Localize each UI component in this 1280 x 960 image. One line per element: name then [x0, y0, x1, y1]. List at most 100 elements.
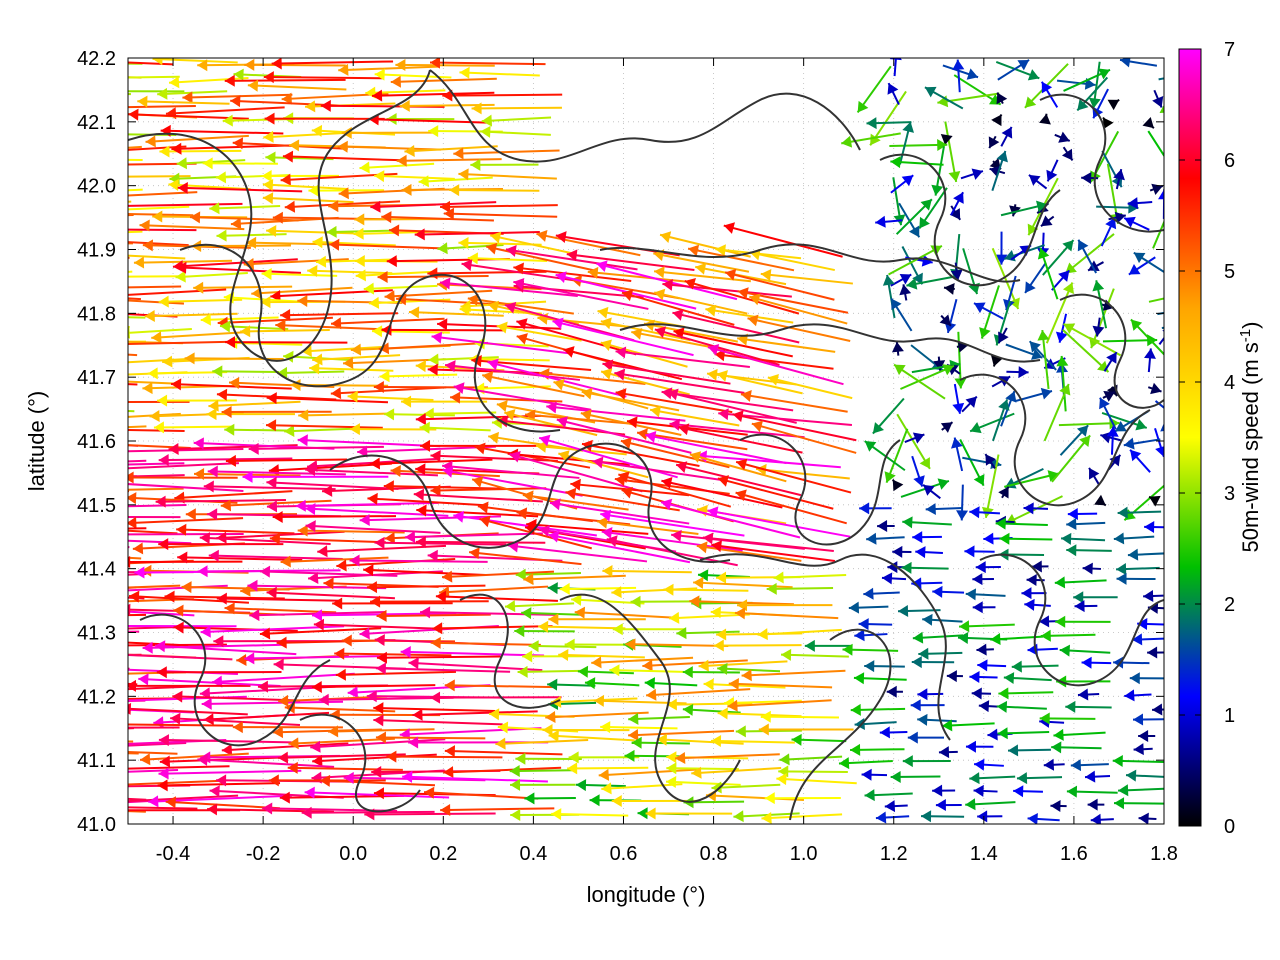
- wind-vector-arrow: [749, 293, 848, 325]
- wind-vector-shaft: [423, 411, 497, 415]
- colorbar-title-superscript: -1: [1237, 329, 1254, 342]
- wind-vector-arrow: [972, 573, 994, 586]
- wind-vector-head: [26, 236, 36, 248]
- wind-vector-head: [158, 538, 169, 551]
- wind-vector-head: [1081, 656, 1092, 669]
- wind-vector-head: [676, 461, 688, 473]
- wind-vector-head: [280, 173, 291, 186]
- wind-vector-arrow: [899, 284, 912, 301]
- wind-vector-head: [278, 694, 289, 707]
- wind-vector-head: [1126, 769, 1137, 782]
- wind-vector-head: [1131, 633, 1143, 646]
- wind-vector-head: [1115, 421, 1127, 432]
- wind-vector-head: [882, 274, 895, 286]
- wind-vector-arrow: [669, 418, 805, 439]
- wind-vector-arrow: [886, 685, 903, 698]
- wind-vector-head: [32, 123, 42, 135]
- wind-vector-shaft: [128, 200, 132, 203]
- wind-vector-head: [371, 765, 382, 778]
- wind-vector-head: [1077, 688, 1089, 701]
- wind-vector-arrow: [804, 639, 852, 652]
- wind-vector-shaft: [1170, 161, 1178, 176]
- x-tick-label: 0.8: [700, 843, 728, 865]
- wind-vector-arrow: [349, 554, 488, 567]
- wind-vector-arrow: [219, 320, 289, 333]
- wind-vector-arrow: [224, 602, 337, 615]
- wind-vector-arrow: [288, 737, 395, 750]
- wind-vector-shaft: [556, 418, 692, 454]
- wind-vector-arrow: [861, 768, 888, 781]
- wind-vector-arrow: [889, 138, 948, 151]
- wind-vector-head: [969, 506, 980, 519]
- wind-vector-head: [430, 484, 441, 497]
- wind-vector-head: [525, 409, 536, 422]
- wind-vector-arrow: [766, 582, 834, 595]
- wind-vector-head: [737, 287, 749, 299]
- wind-vector-head: [212, 365, 223, 378]
- wind-vector-head: [615, 346, 627, 359]
- wind-vector-head: [601, 527, 613, 539]
- wind-vector-head: [349, 423, 360, 436]
- wind-vector-head: [60, 781, 70, 793]
- wind-vector-head: [459, 66, 470, 79]
- wind-vector-shaft: [172, 258, 298, 268]
- wind-vector-head: [727, 699, 738, 712]
- wind-vector-head: [773, 571, 784, 584]
- wind-vector-arrow: [1059, 424, 1089, 456]
- wind-vector-arrow: [381, 211, 494, 224]
- wind-vector-head: [510, 808, 521, 821]
- wind-vector-shaft: [284, 706, 396, 713]
- wind-vector-shaft: [343, 776, 486, 782]
- wind-vector-shaft: [404, 145, 498, 153]
- wind-vector-arrow: [707, 343, 844, 386]
- wind-vector-head: [62, 228, 72, 240]
- wind-vector-shaft: [244, 655, 387, 660]
- wind-vector-head: [63, 85, 73, 97]
- wind-vector-shaft: [384, 413, 455, 417]
- wind-vector-head: [71, 223, 81, 235]
- wind-vector-head: [144, 309, 155, 322]
- wind-vector-head: [853, 672, 865, 685]
- wind-vector-head: [317, 545, 328, 558]
- wind-vector-head: [246, 236, 257, 249]
- wind-vector-head: [275, 319, 286, 332]
- wind-vector-head: [1028, 174, 1041, 186]
- wind-vector-shaft: [158, 769, 302, 775]
- wind-vector-arrow: [297, 434, 441, 448]
- wind-vector-head: [671, 529, 682, 542]
- wind-vector-shaft: [538, 625, 626, 630]
- wind-vector-head: [383, 480, 394, 493]
- wind-vector-head: [1127, 197, 1139, 210]
- wind-vector-head: [318, 693, 329, 706]
- wind-vector-shaft: [153, 425, 233, 429]
- wind-vector-head: [359, 514, 370, 527]
- wind-vector-head: [979, 327, 991, 339]
- wind-vector-shaft: [208, 400, 301, 408]
- wind-vector-shaft: [262, 196, 354, 204]
- wind-vector-head: [571, 593, 582, 606]
- wind-vector-head: [965, 740, 976, 753]
- wind-vector-head: [1160, 422, 1164, 432]
- wind-vector-head: [645, 430, 657, 443]
- wind-vector-head: [682, 703, 694, 716]
- wind-vector-arrow: [991, 150, 1008, 191]
- wind-vector-head: [942, 364, 954, 376]
- wind-vector-head: [374, 634, 385, 647]
- wind-vector-head: [924, 86, 937, 98]
- wind-vector-head: [528, 640, 539, 653]
- wind-vector-head: [546, 401, 557, 414]
- terrain-contour-line: [1039, 93, 1164, 233]
- wind-vector-arrow: [435, 590, 558, 603]
- wind-vector-arrow: [939, 314, 952, 327]
- wind-vector-shaft: [128, 768, 179, 773]
- wind-vector-arrow: [1023, 502, 1049, 515]
- wind-vector-arrow: [952, 383, 965, 414]
- wind-vector-shaft: [176, 528, 295, 535]
- wind-vector-arrow: [418, 175, 493, 188]
- wind-vector-arrow: [128, 532, 244, 536]
- wind-vector-arrow: [320, 99, 445, 112]
- wind-vector-arrow: [158, 454, 293, 467]
- wind-vector-head: [288, 737, 299, 750]
- wind-vector-head: [949, 208, 961, 220]
- wind-vector-shaft: [366, 584, 486, 589]
